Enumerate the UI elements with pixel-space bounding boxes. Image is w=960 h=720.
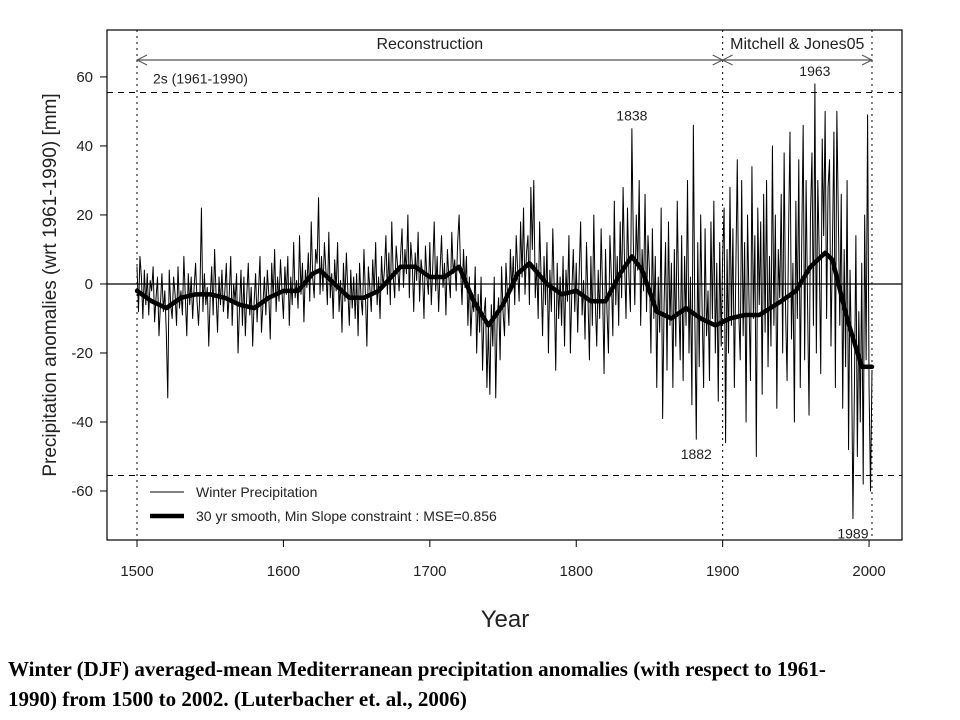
arrow-head [135,54,148,66]
x-tick-label: 1800 [560,563,593,580]
y-axis-title: Precipitation anomalies (wrt 1961-1990) … [40,93,61,476]
annotation: 1838 [616,108,647,124]
y-tick-label: -40 [71,414,93,431]
x-tick-label: 2000 [852,563,885,580]
arrow-head [861,54,874,66]
series-line [134,250,875,370]
x-tick-label: 1900 [706,563,739,580]
y-tick-label: 0 [85,276,93,293]
arrow-head [721,54,733,66]
annotation: 1989 [837,526,868,542]
series-line [136,83,873,520]
y-tick-label: 60 [76,69,93,86]
y-tick-label: 40 [76,138,93,155]
threshold-label: 2s (1961-1990) [153,70,248,86]
plot-frame [106,29,903,541]
x-tick-label: 1700 [413,563,446,580]
period-label: Reconstruction [376,36,483,53]
x-tick-label: 1600 [267,563,300,580]
y-tick-label: -60 [71,483,93,500]
caption-line: Winter (DJF) averaged-mean Mediterranean… [8,657,826,681]
period-label: Mitchell & Jones05 [730,36,864,53]
annotation: 1963 [799,63,830,79]
y-tick-label: 20 [76,207,93,224]
caption-line: 1990) from 1500 to 2002. (Luterbacher et… [8,687,467,711]
x-axis-title: Year [481,606,530,633]
legend-label: 30 yr smooth, Min Slope constraint : MSE… [196,508,497,524]
annotation: 1882 [681,446,712,462]
x-tick-label: 1500 [120,563,153,580]
legend-label: Winter Precipitation [196,484,317,500]
y-tick-label: -20 [71,345,93,362]
